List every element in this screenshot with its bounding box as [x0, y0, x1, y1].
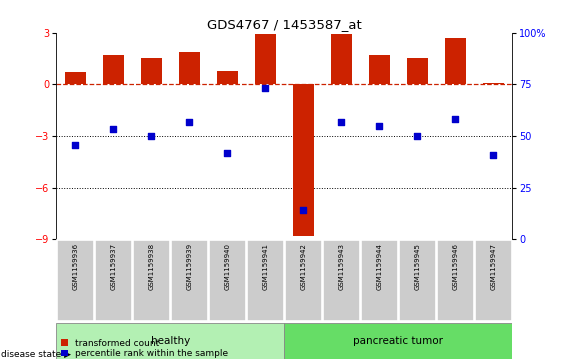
Bar — [65, 72, 86, 84]
Text: GSM1159945: GSM1159945 — [414, 243, 421, 290]
Bar — [103, 55, 124, 84]
Text: GSM1159942: GSM1159942 — [300, 243, 306, 290]
Text: GSM1159938: GSM1159938 — [148, 243, 154, 290]
FancyBboxPatch shape — [285, 240, 321, 321]
Point — [261, 85, 270, 91]
FancyBboxPatch shape — [209, 240, 245, 321]
FancyBboxPatch shape — [171, 240, 208, 321]
Text: healthy: healthy — [151, 336, 190, 346]
Point — [109, 126, 118, 132]
Point — [147, 133, 156, 139]
Point — [71, 142, 80, 147]
Point — [337, 119, 346, 125]
Point — [299, 207, 308, 213]
FancyBboxPatch shape — [133, 240, 169, 321]
Bar — [217, 70, 238, 84]
Bar — [369, 55, 390, 84]
Point — [413, 133, 422, 139]
Text: GSM1159939: GSM1159939 — [186, 243, 193, 290]
Bar — [179, 52, 200, 84]
FancyBboxPatch shape — [95, 240, 132, 321]
Point — [489, 152, 498, 158]
Bar — [255, 34, 276, 84]
Text: GSM1159947: GSM1159947 — [490, 243, 497, 290]
FancyBboxPatch shape — [399, 240, 436, 321]
Point — [451, 116, 460, 122]
FancyBboxPatch shape — [56, 323, 284, 359]
FancyBboxPatch shape — [437, 240, 473, 321]
Text: GSM1159940: GSM1159940 — [224, 243, 230, 290]
Bar — [407, 58, 428, 84]
FancyBboxPatch shape — [247, 240, 284, 321]
Title: GDS4767 / 1453587_at: GDS4767 / 1453587_at — [207, 19, 361, 32]
Point — [185, 119, 194, 125]
Text: GSM1159937: GSM1159937 — [110, 243, 117, 290]
Point — [375, 123, 384, 129]
FancyBboxPatch shape — [284, 323, 512, 359]
Text: GSM1159936: GSM1159936 — [72, 243, 78, 290]
Bar — [331, 34, 352, 84]
Bar — [293, 84, 314, 236]
Text: GSM1159943: GSM1159943 — [338, 243, 345, 290]
Text: pancreatic tumor: pancreatic tumor — [354, 336, 443, 346]
FancyBboxPatch shape — [361, 240, 397, 321]
Point — [223, 150, 232, 156]
Bar — [445, 38, 466, 84]
Text: GSM1159946: GSM1159946 — [452, 243, 458, 290]
FancyBboxPatch shape — [323, 240, 360, 321]
Bar — [483, 83, 504, 84]
Text: GSM1159944: GSM1159944 — [376, 243, 382, 290]
FancyBboxPatch shape — [57, 240, 93, 321]
Bar — [141, 58, 162, 84]
FancyBboxPatch shape — [475, 240, 512, 321]
Legend: transformed count, percentile rank within the sample: transformed count, percentile rank withi… — [61, 339, 229, 359]
Text: GSM1159941: GSM1159941 — [262, 243, 269, 290]
Text: disease state ▶: disease state ▶ — [1, 350, 71, 358]
